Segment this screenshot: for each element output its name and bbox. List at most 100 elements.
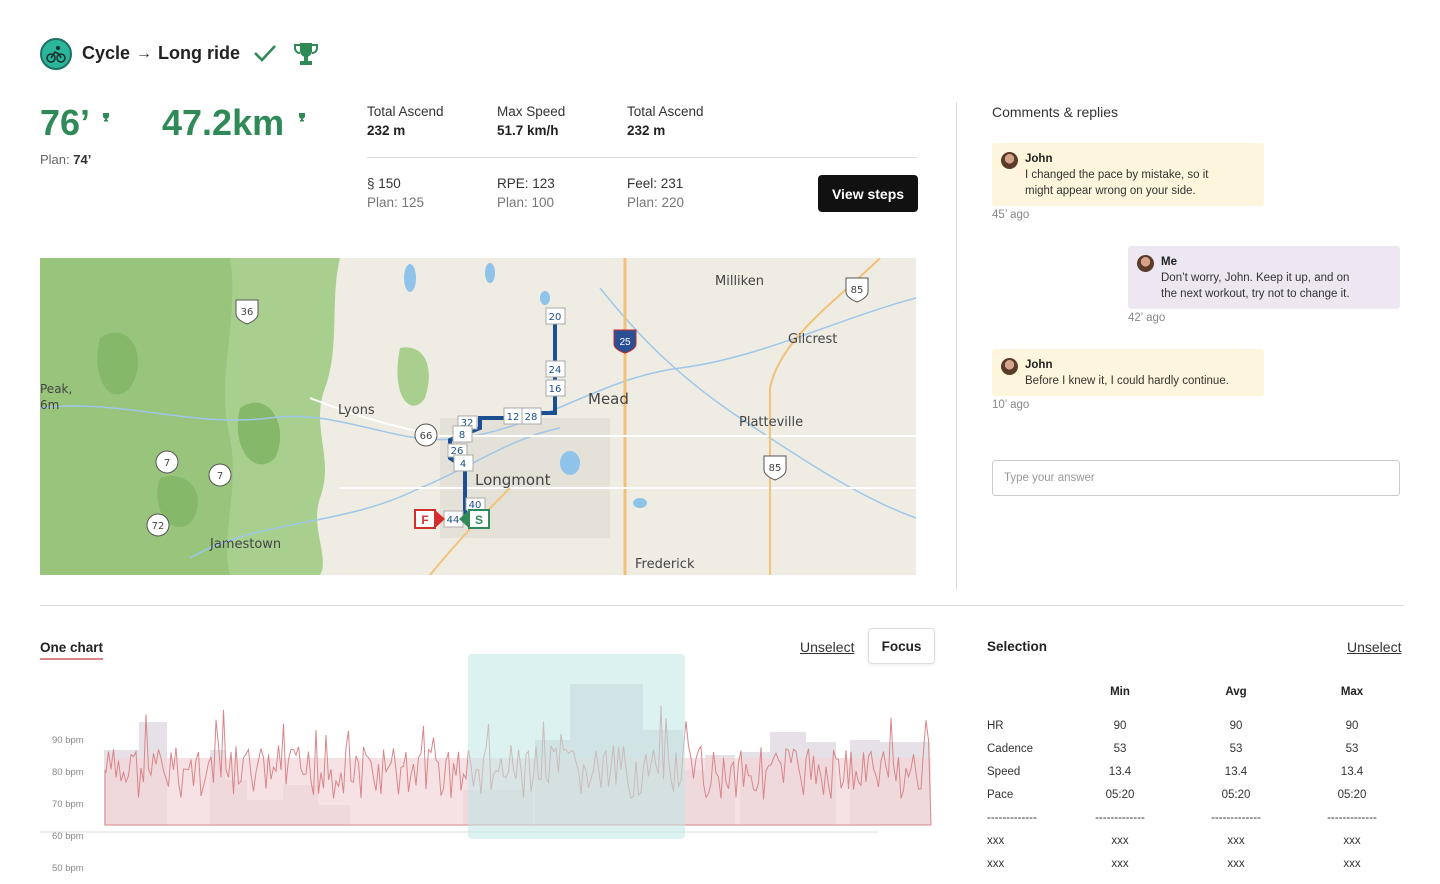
- map-label-longmont: Longmont: [475, 471, 551, 489]
- highway-shield: 66: [414, 423, 438, 447]
- metric-plan: Plan: 125: [367, 195, 425, 210]
- comment-text: might appear wrong on your side.: [1025, 185, 1196, 197]
- duration-stat: 76’: [40, 102, 91, 143]
- cycle-sport-icon: [40, 38, 72, 70]
- highway-shield-interstate: 25: [613, 329, 637, 354]
- selection-title: Selection: [987, 639, 1048, 654]
- map-label-lyons: Lyons: [338, 403, 375, 418]
- answer-input[interactable]: [992, 460, 1400, 496]
- tab-one-chart[interactable]: One chart: [40, 640, 104, 660]
- route-marker: [545, 360, 566, 378]
- unselect-chart-button[interactable]: Unselect: [800, 639, 855, 655]
- comment-time: 42’ ago: [1128, 312, 1166, 324]
- table-row: xxx xxx xxx xxx: [987, 835, 1407, 851]
- separator: -------------: [1327, 812, 1377, 824]
- svg-text:7: 7: [164, 458, 170, 469]
- cell: 90: [1113, 720, 1127, 732]
- svg-text:4: 4: [460, 459, 466, 470]
- cell: xxx: [1227, 835, 1245, 847]
- metric-max-speed: Max Speed 51.7 km/h: [497, 104, 565, 138]
- arrow-right-icon: →: [136, 44, 153, 62]
- map-label-platteville: Platteville: [739, 415, 803, 430]
- column-header: Avg: [1225, 686, 1247, 698]
- comments-title: Comments & replies: [992, 104, 1119, 120]
- map-label-frederick: Frederick: [635, 557, 695, 572]
- y-tick-label: 70 bpm: [52, 799, 84, 810]
- comment-bubble: John I changed the pace by mistake, so i…: [992, 143, 1264, 206]
- cell: 53: [1113, 743, 1127, 755]
- metric-value: 51.7 km/h: [497, 123, 559, 138]
- cell: 13.4: [1340, 766, 1364, 778]
- row-label: Pace: [987, 789, 1014, 801]
- cell: 05:20: [1337, 789, 1367, 801]
- metric-value: 232 m: [627, 123, 666, 138]
- table-header-row: Min Avg Max: [987, 686, 1407, 702]
- check-icon: [252, 41, 278, 70]
- separator: -------------: [987, 812, 1037, 824]
- cell: xxx: [1227, 858, 1245, 870]
- y-tick-label: 60 bpm: [52, 831, 84, 842]
- avatar: [1001, 358, 1018, 375]
- distance-stat: 47.2km: [162, 102, 285, 143]
- row-label: xxx: [987, 835, 1005, 847]
- heart-rate-chart[interactable]: 90 bpm 80 bpm 70 bpm 60 bpm 50 bpm: [40, 650, 940, 882]
- comment-author: Me: [1161, 256, 1177, 268]
- finish-flag[interactable]: F: [414, 509, 445, 529]
- cell: 13.4: [1108, 766, 1132, 778]
- highway-shield: 85: [845, 277, 869, 303]
- comment-author: John: [1025, 153, 1053, 165]
- start-flag[interactable]: S: [459, 509, 490, 529]
- metric-label: Total Ascend: [367, 104, 444, 119]
- svg-text:20: 20: [549, 312, 562, 323]
- metric-value: 232 m: [367, 123, 406, 138]
- column-header: Max: [1340, 686, 1364, 698]
- svg-text:85: 85: [769, 463, 782, 474]
- cell: 90: [1345, 720, 1359, 732]
- comment-text: Before I knew it, I could hardly continu…: [1025, 375, 1229, 387]
- metric-total-ascend: Total Ascend 232 m: [367, 104, 444, 138]
- row-label: Cadence: [987, 743, 1034, 755]
- map-canvas[interactable]: Milliken Gilcrest Mead Platteville Lyons…: [40, 258, 916, 575]
- view-steps-button[interactable]: View steps: [818, 175, 918, 212]
- svg-text:32: 32: [461, 418, 474, 429]
- svg-text:25: 25: [619, 337, 631, 348]
- row-label: Speed: [987, 766, 1021, 778]
- selection-band[interactable]: [468, 654, 685, 839]
- cell: 90: [1229, 720, 1243, 732]
- comment-text: I changed the pace by mistake, so it: [1025, 169, 1209, 181]
- breadcrumb-sport[interactable]: Cycle: [82, 43, 131, 63]
- unselect-selection-button[interactable]: Unselect: [1347, 639, 1402, 655]
- svg-text:8: 8: [459, 430, 465, 441]
- comment-text: the next workout, try not to change it.: [1161, 288, 1350, 300]
- cell: 53: [1229, 743, 1243, 755]
- metric-label: Total Ascend: [627, 104, 704, 119]
- metric-feel: Feel: 231 Plan: 220: [627, 176, 684, 210]
- cell: xxx: [1111, 858, 1129, 870]
- route-marker: [545, 307, 566, 325]
- comment-author: John: [1025, 359, 1053, 371]
- vertical-divider: [956, 102, 957, 590]
- table-row: Speed 13.4 13.4 13.4: [987, 766, 1407, 782]
- plan-duration: Plan: 74’: [40, 152, 91, 167]
- metric-value: RPE: 123: [497, 176, 555, 191]
- metric-total-ascend-2: Total Ascend 232 m: [627, 104, 704, 138]
- route-map[interactable]: Milliken Gilcrest Mead Platteville Lyons…: [40, 258, 916, 575]
- trophy-small-icon: [297, 109, 307, 127]
- table-row: Cadence 53 53 53: [987, 743, 1407, 759]
- svg-text:S: S: [475, 513, 483, 527]
- map-label-peak: Peak,: [40, 382, 72, 396]
- comment-time: 10’ ago: [992, 399, 1030, 411]
- svg-text:85: 85: [851, 285, 864, 296]
- metric-score: § 150 Plan: 125: [367, 176, 424, 210]
- avatar: [1001, 152, 1018, 169]
- route-marker: [452, 425, 473, 443]
- comment-time: 45’ ago: [992, 209, 1030, 221]
- focus-button[interactable]: Focus: [868, 628, 935, 664]
- table-row: HR 90 90 90: [987, 720, 1407, 736]
- trophy-icon: [292, 40, 320, 73]
- svg-text:24: 24: [549, 365, 562, 376]
- map-label-milliken: Milliken: [715, 274, 764, 289]
- table-separator-row: ------------- ------------- ------------…: [987, 812, 1407, 828]
- svg-text:44: 44: [447, 515, 460, 526]
- svg-text:12: 12: [507, 412, 520, 423]
